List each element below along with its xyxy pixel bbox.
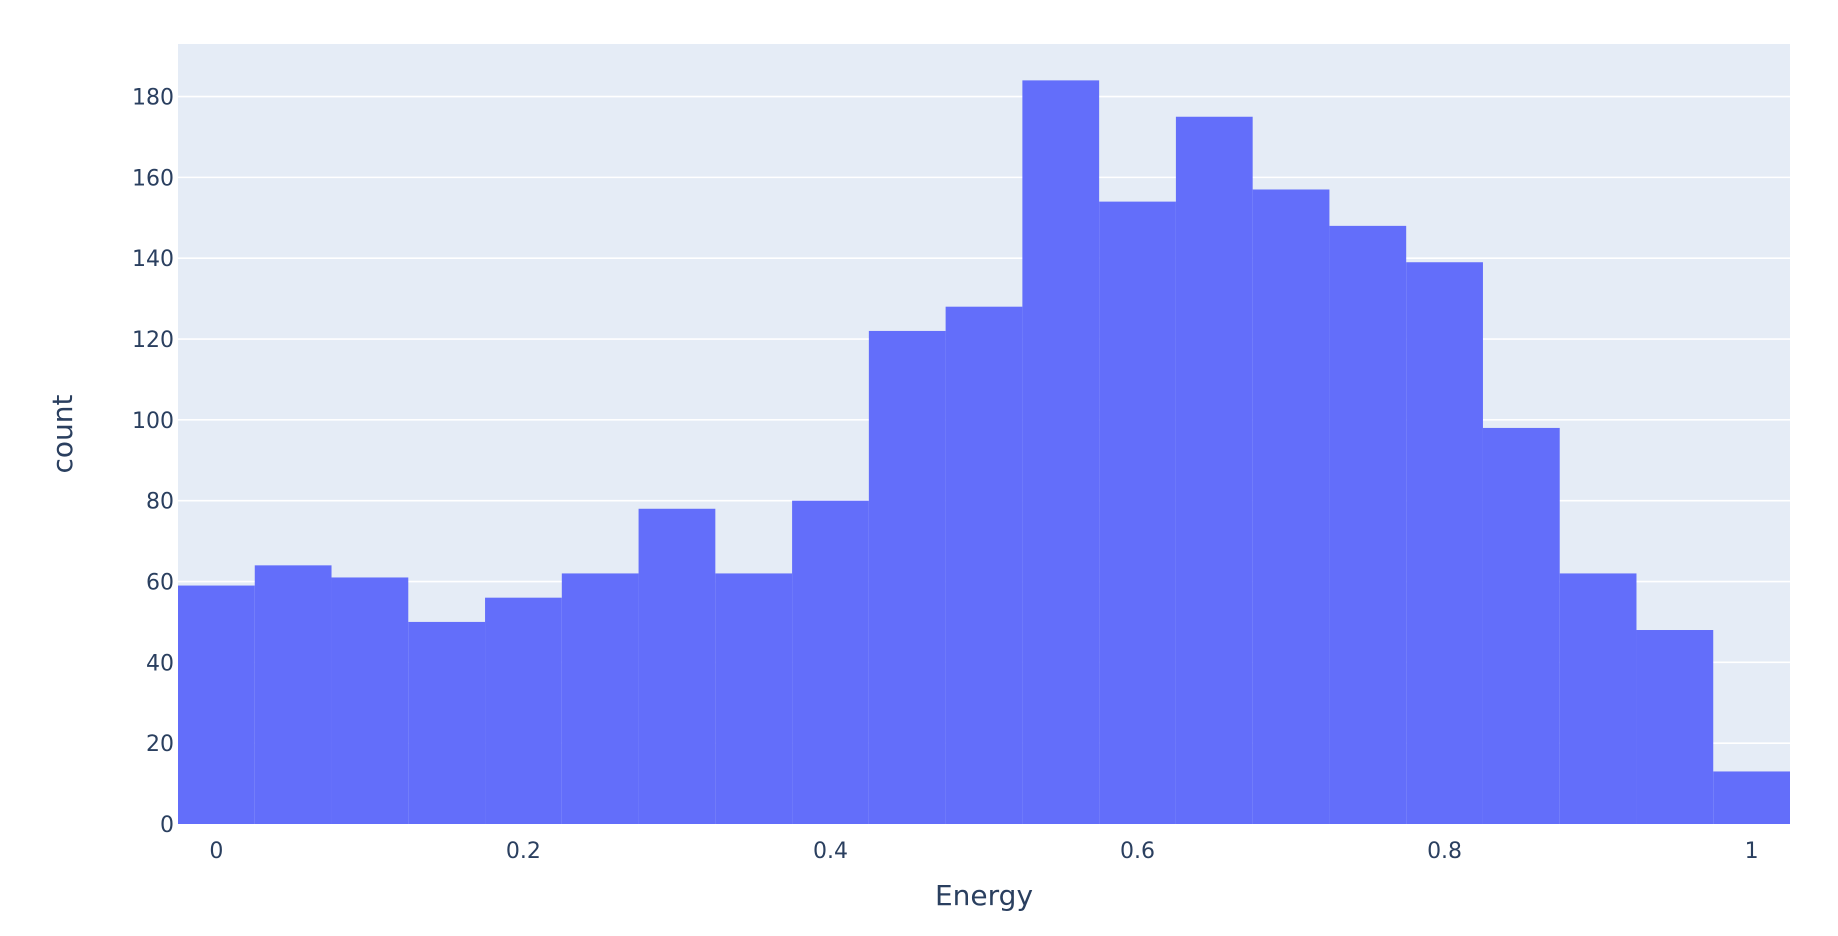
x-tick-label: 0: [209, 839, 223, 864]
y-tick-label: 120: [132, 328, 174, 353]
histogram-bar-0.6: [1099, 201, 1176, 824]
y-tick-label: 160: [132, 166, 174, 191]
y-tick-label: 80: [146, 490, 174, 515]
histogram-bar-0: [178, 585, 255, 824]
histogram-bar-0.8: [1406, 262, 1483, 824]
x-tick-label: 0.6: [1120, 839, 1155, 864]
histogram-bar-0.95: [1636, 630, 1714, 824]
histogram-bar-0.4: [792, 500, 869, 824]
x-axis-ticks: 0 0.2 0.4 0.6 0.8 1: [209, 839, 1758, 864]
y-axis-title: count: [46, 394, 79, 473]
histogram-bar-0.2: [485, 597, 562, 824]
y-tick-label: 20: [146, 732, 174, 757]
x-tick-label: 0.8: [1427, 839, 1462, 864]
x-tick-label: 0.4: [813, 839, 848, 864]
histogram-bar-0.7: [1252, 189, 1330, 824]
histogram-bar-0.85: [1482, 427, 1560, 824]
histogram-bar-0.35: [715, 573, 793, 824]
histogram-bar-0.1: [331, 577, 409, 824]
histogram-bar-0.5: [945, 306, 1023, 824]
y-tick-label: 0: [160, 813, 174, 838]
x-tick-label: 0.2: [506, 839, 541, 864]
histogram-bars: [178, 80, 1790, 825]
x-axis-title: Energy: [935, 879, 1033, 912]
x-tick-label: 1: [1745, 839, 1759, 864]
histogram-bar-0.05: [254, 565, 332, 824]
histogram-bar-0.9: [1559, 573, 1637, 824]
y-tick-label: 100: [132, 409, 174, 434]
histogram-bar-1: [1713, 771, 1790, 824]
histogram-bar-0.45: [868, 330, 946, 824]
y-tick-label: 40: [146, 651, 174, 676]
y-axis-ticks: 0 20 40 60 80 100 120 140 160 180: [132, 86, 174, 838]
y-tick-label: 60: [146, 571, 174, 596]
histogram-bar-0.25: [561, 573, 639, 824]
histogram-bar-0.3: [638, 508, 716, 824]
histogram-bar-0.65: [1175, 116, 1253, 825]
histogram-bar-0.55: [1022, 80, 1100, 825]
y-tick-label: 140: [132, 247, 174, 272]
y-tick-label: 180: [132, 86, 174, 111]
histogram-bar-0.15: [408, 621, 486, 824]
histogram-bar-0.75: [1329, 225, 1407, 824]
